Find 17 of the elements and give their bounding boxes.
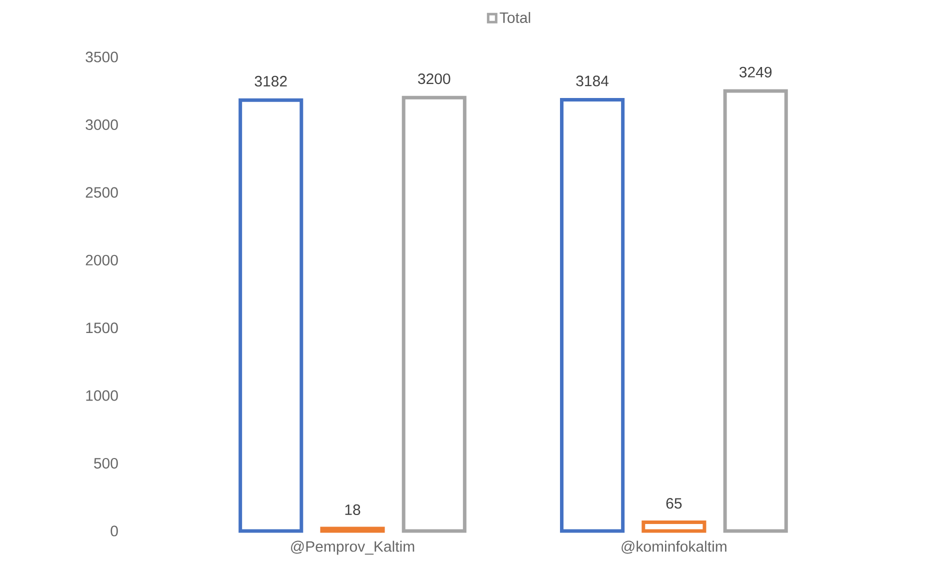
data-label: 3249 (739, 66, 772, 78)
data-label: 65 (666, 498, 682, 509)
y-tick-label: 3500 (86, 52, 118, 62)
x-tick-label: @kominfokaltim (622, 540, 726, 554)
data-label: 3182 (254, 76, 287, 87)
x-tick-label: @Pemprov_Kaltim (291, 540, 414, 555)
y-tick-label: 2500 (86, 187, 118, 198)
y-tick-label: 3000 (86, 119, 118, 130)
y-tick-label: 1500 (86, 322, 118, 334)
y-tick-label: 500 (94, 458, 118, 469)
y-tick-label: 1000 (86, 390, 118, 401)
data-label: 18 (345, 504, 360, 516)
data-label: 3184 (576, 76, 609, 86)
legend-label: Total (500, 12, 530, 23)
y-tick-label: 2000 (86, 254, 118, 266)
data-label: 3200 (418, 73, 450, 84)
y-tick-label: 0 (110, 526, 118, 536)
